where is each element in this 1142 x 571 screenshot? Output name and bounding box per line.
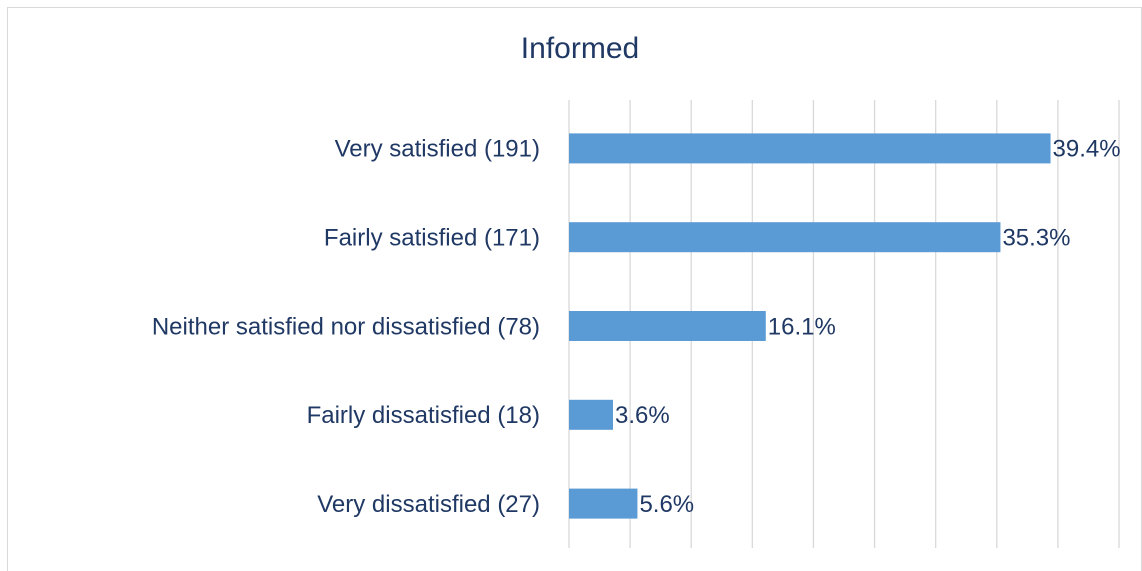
data-label: 16.1% [768,313,836,340]
bar [569,133,1051,164]
y-tick-label: Fairly dissatisfied (18) [307,402,540,429]
data-label: 35.3% [1002,225,1070,252]
chart-title: Informed [521,32,639,65]
data-label: 5.6% [639,491,694,518]
bar [569,488,638,519]
data-label: 39.4% [1053,136,1121,163]
bar [569,399,613,430]
chart-frame [7,7,1142,571]
bar [569,222,1001,253]
y-tick-label: Neither satisfied nor dissatisfied (78) [152,313,540,340]
y-tick-label: Very satisfied (191) [335,136,540,163]
y-tick-label: Very dissatisfied (27) [317,491,540,518]
y-tick-label: Fairly satisfied (171) [324,225,540,252]
data-label: 3.6% [615,402,670,429]
bar [569,311,766,341]
